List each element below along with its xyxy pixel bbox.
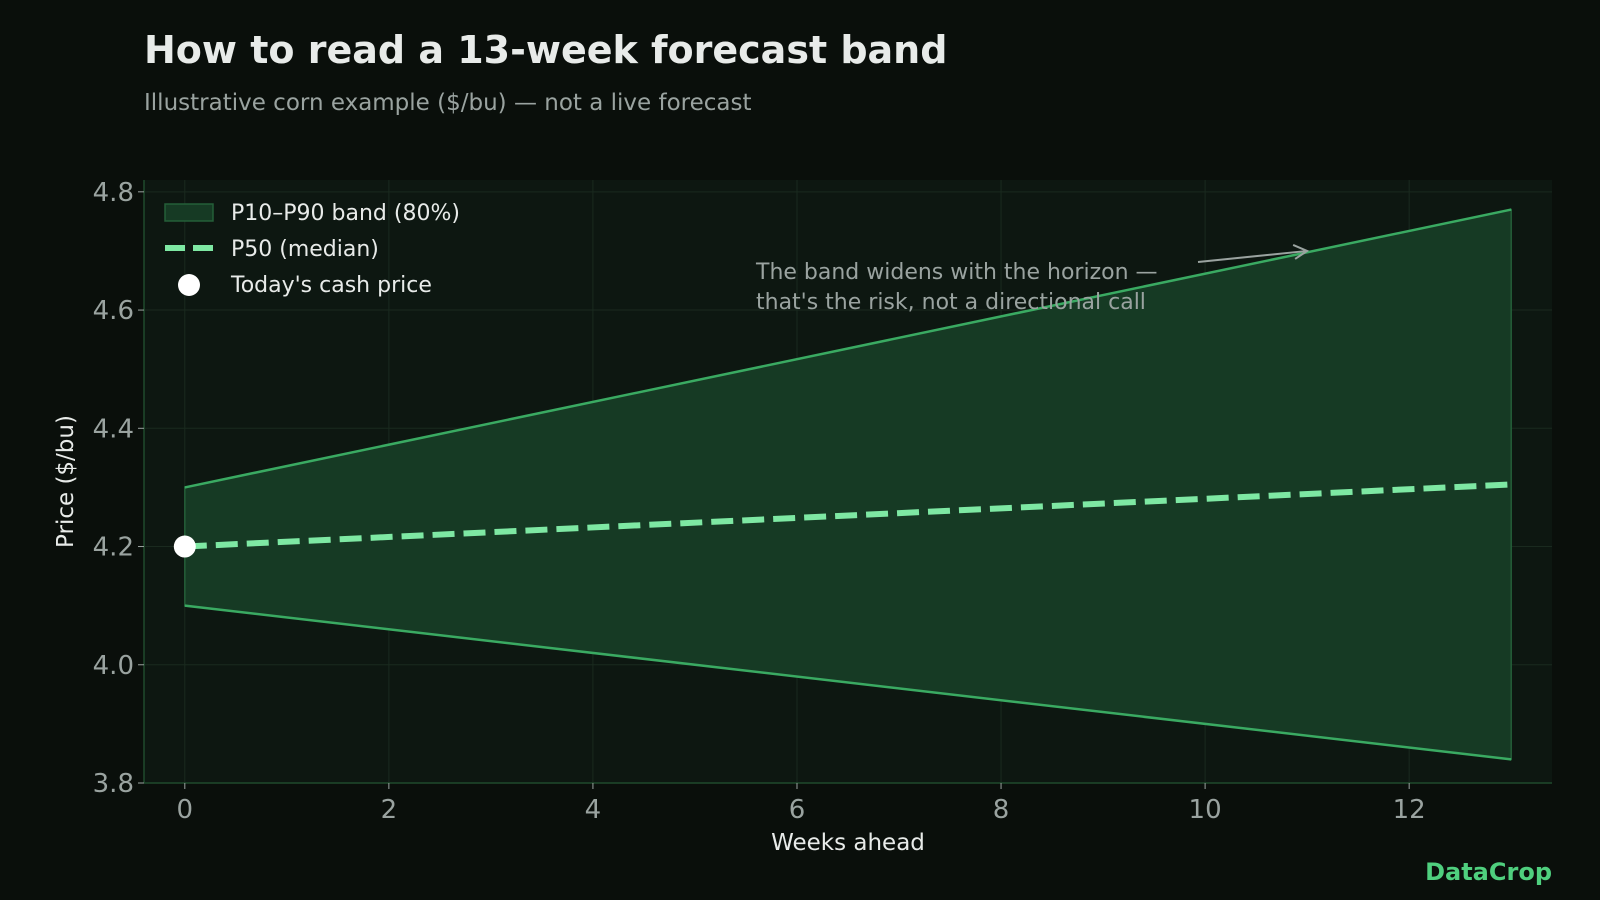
cash-price-point — [173, 535, 196, 558]
legend-swatch-cash-price — [178, 274, 200, 296]
annotation: The band widens with the horizon — that's… — [755, 244, 1310, 315]
x-tick-label: 4 — [585, 795, 602, 825]
y-tick-label: 4.8 — [93, 178, 134, 208]
y-tick-label: 4.6 — [93, 296, 134, 326]
x-tick-label: 6 — [789, 795, 806, 825]
y-axis-label: Price ($/bu) — [53, 415, 79, 548]
y-tick-label: 4.2 — [93, 533, 134, 563]
legend: P10–P90 band (80%) P50 (median) Today's ca… — [164, 201, 460, 298]
y-tick-label: 3.8 — [93, 769, 134, 799]
y-tick-label: 4.0 — [93, 651, 134, 681]
x-tick-label: 0 — [177, 795, 194, 825]
x-tick-label: 12 — [1393, 795, 1426, 825]
annotation-arrowhead — [1292, 244, 1310, 260]
annotation-arrow — [1197, 249, 1308, 263]
band-lower-p10-line — [184, 604, 1512, 761]
brand-logo: DataCrop — [1425, 858, 1552, 886]
y-tick-label: 4.4 — [93, 414, 134, 444]
legend-label-cash-price: Today's cash price — [230, 273, 432, 298]
x-tick-label: 8 — [993, 795, 1010, 825]
annotation-text-line: that's the risk, not a directional call — [756, 290, 1146, 315]
chart-subtitle: Illustrative corn example ($/bu) — not a… — [144, 90, 752, 116]
legend-swatch-band — [164, 203, 214, 222]
x-tick-label: 2 — [381, 795, 398, 825]
median-p50-line — [184, 481, 1512, 550]
chart-title: How to read a 13-week forecast band — [144, 28, 948, 72]
annotation-text-line: The band widens with the horizon — — [755, 260, 1158, 285]
legend-label-band: P10–P90 band (80%) — [231, 201, 460, 226]
x-tick-label: 10 — [1189, 795, 1222, 825]
x-axis-label: Weeks ahead — [771, 830, 925, 856]
band-upper-p90-line — [184, 208, 1512, 489]
legend-label-median: P50 (median) — [231, 237, 379, 262]
